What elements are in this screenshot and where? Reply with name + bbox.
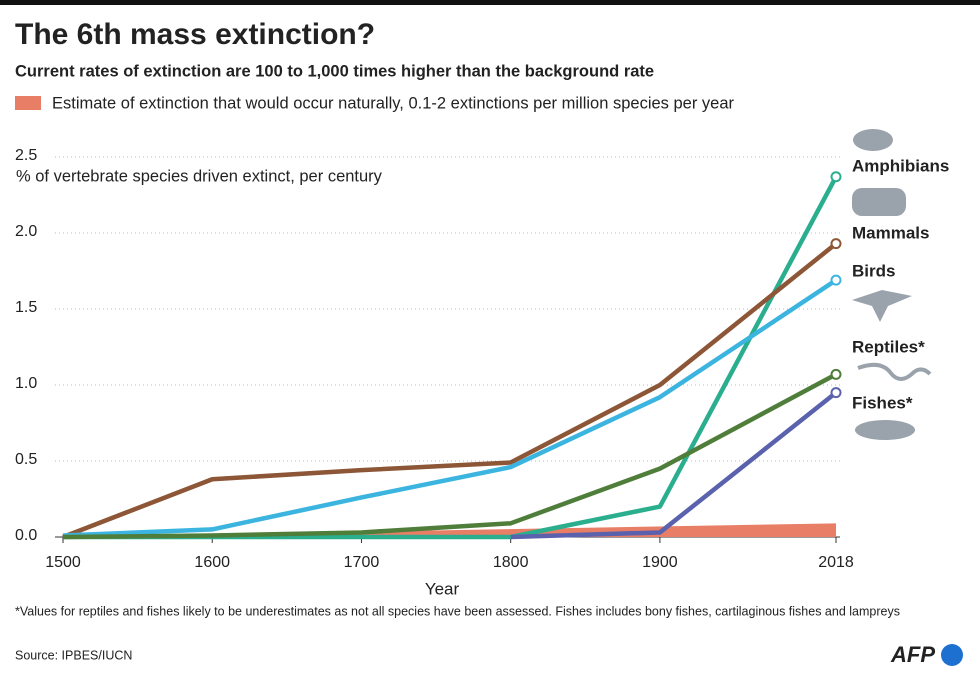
series-label: Birds <box>852 261 895 280</box>
y-tick-label: 1.0 <box>15 375 37 392</box>
y-tick-label: 1.5 <box>15 299 37 316</box>
x-tick-label: 1900 <box>642 554 678 571</box>
series-label: Amphibians <box>852 156 949 175</box>
series-line <box>62 241 838 540</box>
footnote: *Values for reptiles and fishes likely t… <box>15 604 900 618</box>
x-tick-label: 2018 <box>818 554 854 571</box>
bird-icon <box>852 290 912 322</box>
end-marker <box>830 274 842 286</box>
x-tick-label: 1500 <box>45 554 81 571</box>
series-label: Reptiles* <box>852 337 925 356</box>
y-tick-label: 0.0 <box>15 527 37 544</box>
y-tick-label: 2.5 <box>15 147 37 164</box>
animal-icons <box>852 129 932 440</box>
end-marker <box>830 368 842 380</box>
logo-dot <box>941 644 963 666</box>
logo: AFP <box>890 642 935 667</box>
series-line <box>62 372 838 540</box>
series-line <box>62 278 838 538</box>
x-tick-label: 1700 <box>344 554 380 571</box>
source: Source: IPBES/IUCN <box>15 648 132 662</box>
y-tick-label: 0.5 <box>15 451 37 468</box>
series-label: Mammals <box>852 223 929 242</box>
series-label: Fishes* <box>852 393 913 412</box>
legend-label: Estimate of extinction that would occur … <box>52 94 735 112</box>
end-marker <box>830 171 842 183</box>
frog-icon <box>853 129 893 151</box>
end-marker <box>830 387 842 399</box>
y-axis-label: % of vertebrate species driven extinct, … <box>16 167 383 185</box>
subtitle: Current rates of extinction are 100 to 1… <box>15 62 654 80</box>
y-tick-label: 2.0 <box>15 223 37 240</box>
snake-icon <box>857 362 932 381</box>
bear-icon <box>852 188 906 216</box>
legend-swatch <box>15 96 41 110</box>
fish-icon <box>855 420 915 440</box>
x-tick-label: 1800 <box>493 554 529 571</box>
x-axis-title: Year <box>425 579 460 598</box>
series-line <box>510 390 838 540</box>
top-rule <box>0 0 980 5</box>
chart-title: The 6th mass extinction? <box>15 18 375 51</box>
end-marker <box>830 238 842 250</box>
x-tick-label: 1600 <box>194 554 230 571</box>
